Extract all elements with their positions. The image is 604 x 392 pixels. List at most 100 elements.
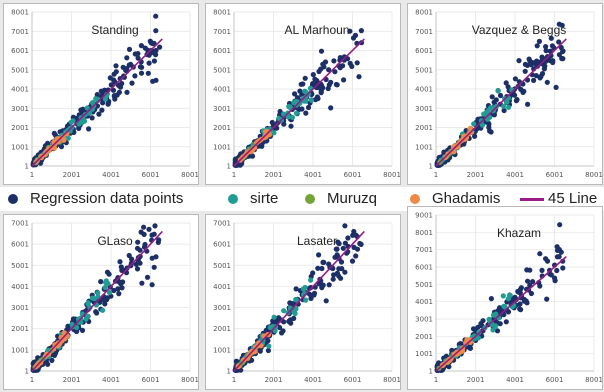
y-tick-label: 1001	[213, 143, 231, 151]
ghadamis-point	[467, 125, 473, 131]
regression-point	[310, 72, 316, 78]
regression-point	[530, 279, 536, 285]
x-tick-label: 1	[434, 171, 438, 179]
sirte-point	[293, 110, 300, 116]
chart-svg: 1 1001 2001 3001 4001 5001 6001 7001 8001 1 2001 40…	[11, 9, 198, 180]
regression-point	[353, 253, 359, 259]
regression-point	[115, 275, 121, 281]
y-tick-label: 9001	[415, 212, 433, 220]
regression-point	[337, 55, 343, 61]
regression-point	[315, 95, 321, 102]
regression-point	[111, 71, 117, 77]
x-tick-label: 4001	[102, 376, 120, 384]
sirte-point	[303, 297, 309, 303]
sirte-point	[500, 103, 507, 109]
regression-point	[340, 63, 346, 69]
chart-svg: 1 1001 2001 3001 4001 5001 6001 7001 1 2001 4001 60…	[213, 220, 400, 385]
x-tick-label: 8001	[181, 171, 198, 179]
x-tick-label: 2001	[467, 376, 485, 384]
sirte-point	[475, 335, 481, 341]
regression-point	[297, 88, 303, 94]
sirte-point	[271, 314, 277, 320]
chart-svg: 1 1001 2001 3001 4001 5001 6001 7001 8001 9001 1 20…	[415, 212, 602, 385]
legend-marker-sirte	[228, 194, 238, 204]
regression-point	[156, 237, 162, 243]
y-tick-label: 5001	[11, 262, 29, 270]
sirte-point	[293, 306, 299, 312]
regression-point	[497, 92, 504, 99]
x-tick-label: 6001	[546, 171, 564, 179]
sirte-point	[95, 290, 101, 296]
regression-point	[526, 56, 532, 62]
regression-point	[501, 107, 507, 114]
regression-point	[345, 235, 351, 241]
regression-point	[153, 28, 159, 34]
regression-point	[144, 274, 151, 280]
regression-point	[539, 267, 545, 273]
y-tick-label: 6001	[415, 264, 433, 272]
regression-point	[559, 22, 565, 28]
regression-point	[541, 66, 547, 72]
regression-point	[120, 64, 126, 70]
regression-point	[102, 301, 108, 307]
y-tick-label: 4001	[11, 283, 29, 291]
line-45	[31, 230, 163, 372]
regression-point	[336, 266, 342, 272]
x-tick-label: 6001	[344, 376, 362, 384]
sirte-point	[106, 289, 113, 296]
regression-point	[449, 347, 455, 353]
regression-point	[110, 87, 117, 93]
regression-point	[302, 75, 308, 81]
regression-point	[505, 84, 511, 90]
y-tick-label: 5001	[213, 262, 231, 270]
regression-point	[560, 265, 566, 271]
sirte-point	[87, 305, 93, 311]
regression-point	[258, 142, 264, 148]
regression-point	[296, 106, 302, 113]
regression-point	[537, 251, 543, 257]
x-tick-label: 6001	[546, 376, 564, 384]
x-tick-label: 4001	[304, 171, 322, 179]
regression-point	[89, 115, 95, 121]
regression-point	[358, 241, 364, 247]
chart-svg: 1 1001 2001 3001 4001 5001 6001 7001 8001 1 2001 40…	[415, 9, 602, 180]
regression-point	[544, 258, 551, 264]
regression-point	[525, 278, 531, 284]
y-tick-label: 5001	[415, 281, 433, 289]
y-tick-label: 7001	[11, 220, 29, 228]
regression-point	[539, 71, 546, 77]
sirte-point	[495, 88, 501, 94]
regression-point	[533, 73, 539, 79]
sirte-point	[479, 122, 485, 128]
regression-point	[525, 101, 531, 107]
y-tick-label: 1	[429, 163, 433, 171]
y-tick-label: 1001	[11, 346, 29, 354]
regression-point	[518, 285, 524, 291]
regression-point	[518, 307, 524, 313]
legend-label-line45: 45 Line	[548, 190, 598, 207]
line-45	[435, 256, 567, 372]
y-tick-label: 5001	[213, 66, 231, 74]
regression-point	[93, 309, 99, 315]
y-tick-label: 4001	[213, 86, 231, 94]
regression-point	[332, 69, 338, 75]
y-tick-label: 2001	[415, 333, 433, 341]
y-tick-label: 5001	[11, 66, 29, 74]
x-tick-label: 6001	[344, 171, 362, 179]
regression-point	[467, 345, 473, 351]
chart-title: AL Marhoun	[285, 23, 350, 37]
line-45	[435, 38, 567, 167]
line-45	[233, 38, 365, 167]
x-tick-label: 2001	[63, 376, 81, 384]
regression-point	[543, 44, 549, 50]
sirte-point	[84, 105, 90, 111]
y-tick-label: 7001	[213, 28, 231, 36]
x-tick-label: 4001	[102, 171, 120, 179]
regression-point	[79, 327, 86, 333]
sirte-point	[505, 296, 511, 302]
chart-khazam: 1 1001 2001 3001 4001 5001 6001 7001 8001 9001 1 20…	[407, 206, 603, 390]
regression-point	[512, 76, 518, 82]
regression-point	[553, 84, 559, 90]
sirte-point	[276, 115, 282, 121]
regression-point	[116, 82, 122, 89]
